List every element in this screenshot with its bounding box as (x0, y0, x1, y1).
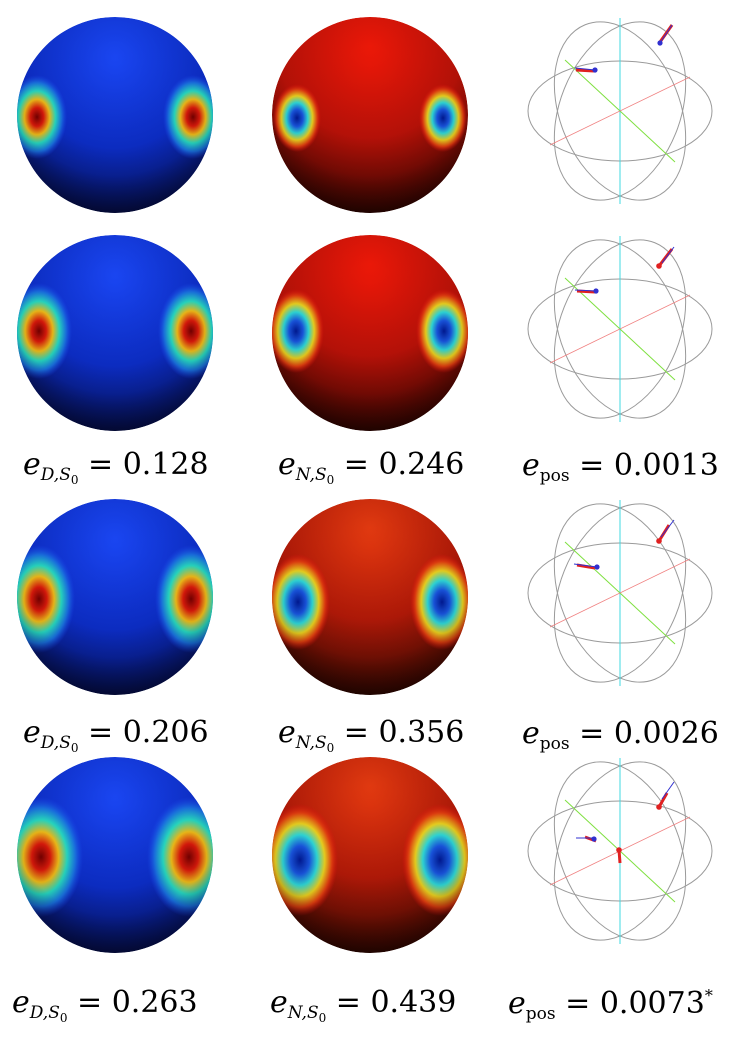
neumann-sphere-row1 (272, 17, 468, 213)
source-position-diagram-row3 (527, 500, 713, 686)
source-markers (573, 519, 675, 570)
position-error-caption-row2: epos = 0.0013 (522, 448, 719, 486)
dirichlet-sphere-row3 (17, 499, 213, 695)
source-markers (574, 24, 674, 73)
source-position-diagram-row1 (527, 18, 713, 204)
position-error-caption-row3: epos = 0.0026 (522, 716, 719, 754)
source-markers (576, 781, 675, 864)
source-markers (574, 246, 675, 294)
neumann-sphere-row4 (272, 757, 468, 953)
dirichlet-sphere-row2 (17, 235, 213, 431)
dirichlet-error-caption-row2: eD,S0 = 0.128 (23, 447, 209, 487)
dirichlet-error-caption-row3: eD,S0 = 0.206 (23, 715, 209, 755)
neumann-sphere-row2 (272, 235, 468, 431)
source-position-diagram-row2 (527, 236, 713, 422)
dirichlet-sphere-row4 (17, 757, 213, 953)
meridian-circle-b (553, 21, 687, 201)
x-axis (549, 76, 691, 146)
neumann-error-caption-row4: eN,S0 = 0.439 (270, 985, 457, 1025)
position-error-caption-row4: epos = 0.0073* (508, 986, 713, 1024)
meridian-circle-a (553, 21, 687, 201)
neumann-error-caption-row2: eN,S0 = 0.246 (278, 447, 465, 487)
neumann-sphere-row3 (272, 499, 468, 695)
neumann-error-caption-row3: eN,S0 = 0.356 (278, 715, 465, 755)
source-position-diagram-row4 (527, 758, 713, 944)
dirichlet-sphere-row1 (17, 17, 213, 213)
dirichlet-error-caption-row4: eD,S0 = 0.263 (12, 985, 198, 1025)
